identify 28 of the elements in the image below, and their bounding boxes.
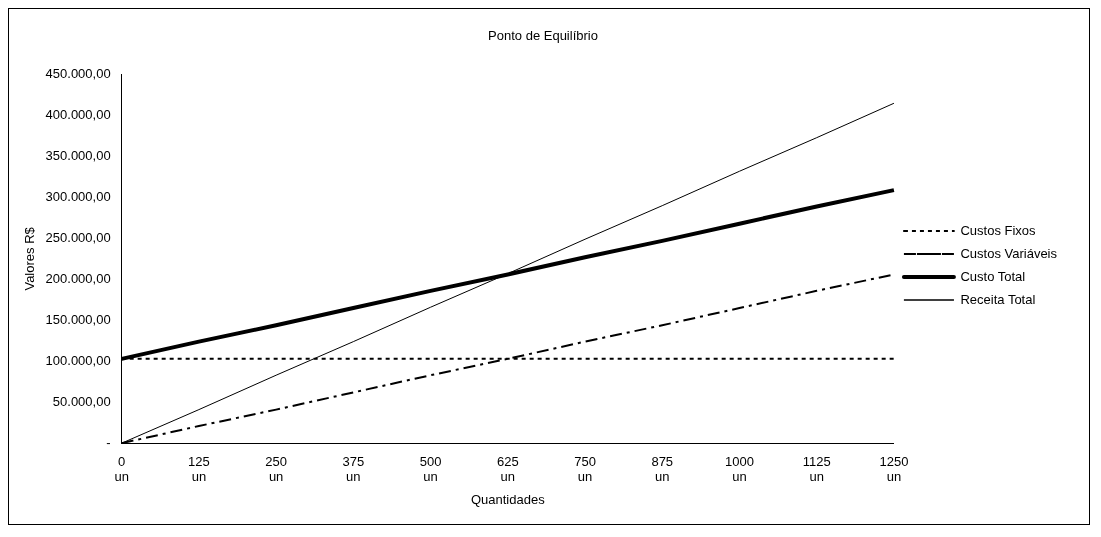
x-tick-label: 375 un [342,453,365,485]
x-tick-label: 125 un [188,453,210,485]
legend-label: Custos Variáveis [960,245,1058,261]
x-tick-label: 500 un [419,453,442,485]
x-axis-title: Quantidades [470,491,546,507]
x-tick-label: 1125 un [802,453,831,485]
y-tick-label: 400.000,00 [45,107,111,123]
legend-label: Receita Total [960,291,1036,307]
y-tick-label: 350.000,00 [45,148,111,164]
y-tick-label: 100.000,00 [45,352,111,368]
y-tick-label: 450.000,00 [45,66,111,82]
y-tick-label: 200.000,00 [45,270,111,286]
x-tick-label: 1250 un [879,453,909,485]
x-tick-label: 0 un [114,453,129,485]
legend-label: Custos Fixos [960,222,1037,238]
chart-title: Ponto de Equilíbrio [488,28,598,44]
x-tick-label: 250 un [265,453,287,485]
y-axis-title: Valores R$ [22,226,38,291]
x-tick-label: 1000 un [725,453,754,485]
x-tick-label: 750 un [574,453,596,485]
y-tick-label: 300.000,00 [45,189,111,205]
x-tick-label: 625 un [496,453,519,485]
x-tick-label: 875 un [651,453,674,485]
y-tick-label: 150.000,00 [45,311,111,327]
legend-label: Custo Total [960,268,1026,284]
y-tick-label: - [106,434,111,450]
y-tick-label: 250.000,00 [45,230,111,245]
y-tick-label: 50.000,00 [52,393,111,409]
